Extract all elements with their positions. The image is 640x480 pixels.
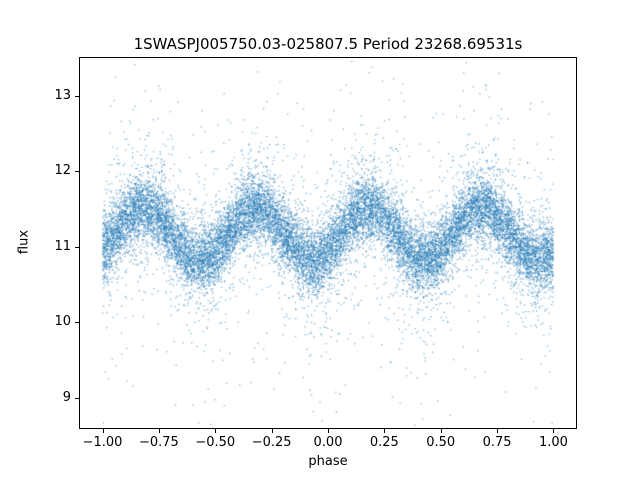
y-tick-mark (75, 397, 79, 399)
y-tick-mark (75, 95, 79, 97)
y-tick-mark (75, 171, 79, 173)
y-tick-label: 9 (62, 389, 71, 405)
x-tick-label: 0.50 (426, 435, 456, 450)
x-tick-mark (158, 429, 160, 433)
y-tick-label: 11 (54, 238, 71, 254)
x-tick-label: −0.75 (138, 435, 179, 450)
x-tick-mark (102, 429, 104, 433)
x-tick-mark (271, 429, 273, 433)
x-tick-label: 0.75 (482, 435, 512, 450)
y-tick-mark (75, 246, 79, 248)
x-tick-label: −0.25 (251, 435, 292, 450)
x-axis-label: phase (308, 454, 348, 469)
x-tick-label: −1.00 (82, 435, 123, 450)
x-tick-label: 1.00 (538, 435, 568, 450)
y-axis-label: flux (16, 229, 32, 255)
x-tick-label: 0.25 (369, 435, 399, 450)
x-tick-mark (328, 429, 329, 433)
x-tick-label: −0.50 (195, 435, 236, 450)
x-tick-mark (497, 429, 499, 433)
x-tick-mark (384, 429, 386, 433)
x-tick-mark (553, 429, 555, 433)
x-tick-label: 0.00 (313, 435, 343, 450)
plot-area (79, 57, 577, 429)
scatter-points-canvas (80, 58, 576, 428)
chart-title: 1SWASPJ005750.03-025807.5 Period 23268.6… (133, 35, 523, 53)
y-tick-label: 13 (54, 87, 71, 103)
x-tick-mark (215, 429, 217, 433)
y-tick-mark (75, 322, 79, 324)
y-tick-label: 10 (54, 314, 71, 330)
y-tick-label: 12 (54, 163, 71, 179)
x-tick-mark (440, 429, 442, 433)
